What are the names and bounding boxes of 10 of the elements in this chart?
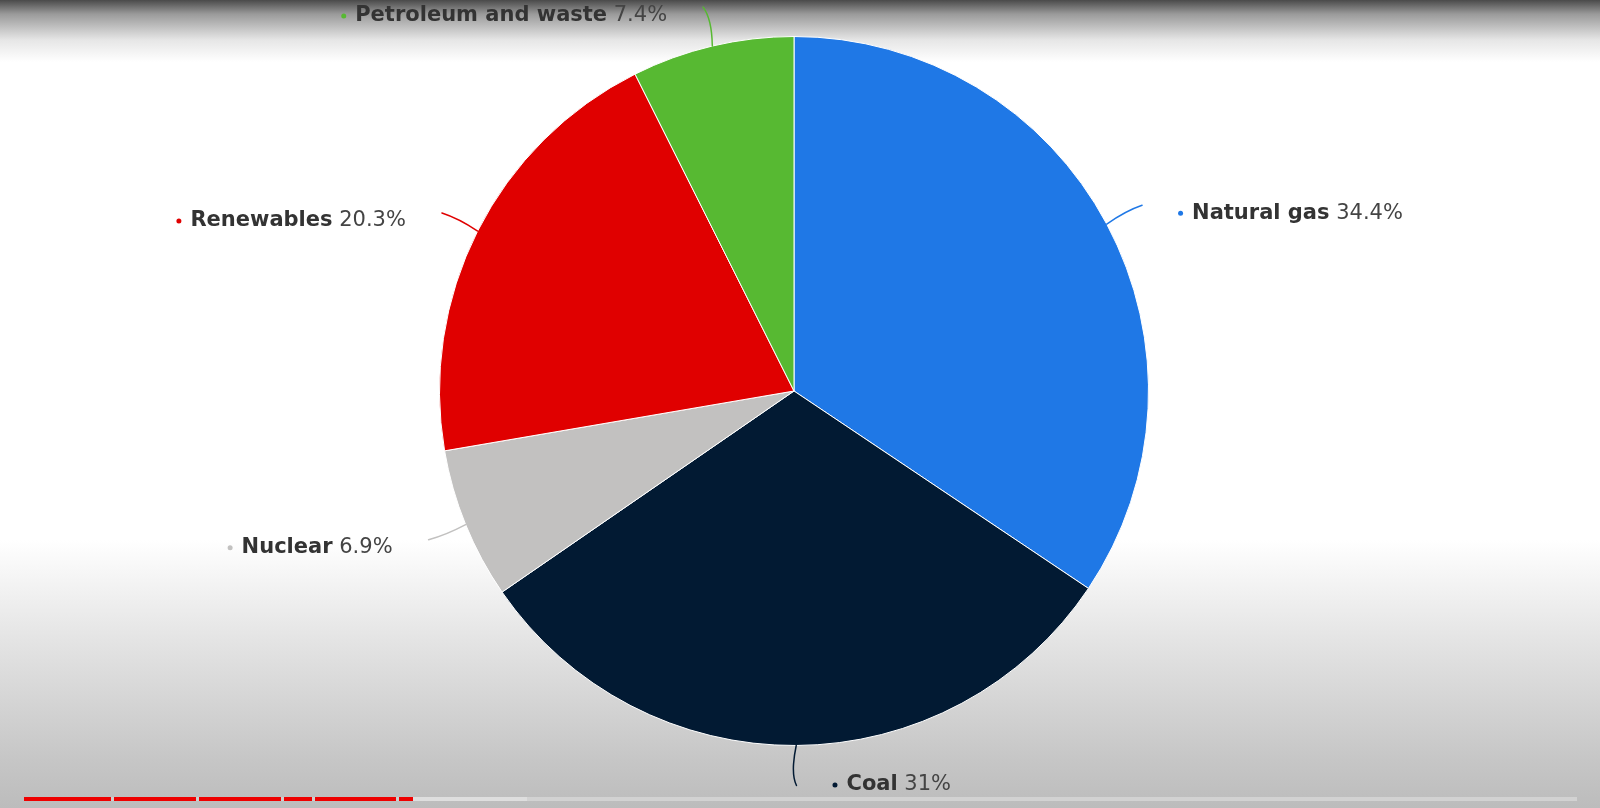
data-label: 7.4% [613, 2, 668, 27]
data-label: 31% [904, 771, 952, 796]
slice-label: Renewables [190, 207, 333, 232]
slice-label: Petroleum and waste [355, 2, 608, 27]
data-label: 20.3% [339, 207, 406, 232]
slice-label: Nuclear [241, 534, 334, 559]
data-label: 6.9% [339, 534, 393, 559]
data-label: 34.4% [1336, 199, 1403, 224]
legend-label: Natural gas [1192, 199, 1330, 224]
slice-label: Coal [846, 771, 898, 796]
